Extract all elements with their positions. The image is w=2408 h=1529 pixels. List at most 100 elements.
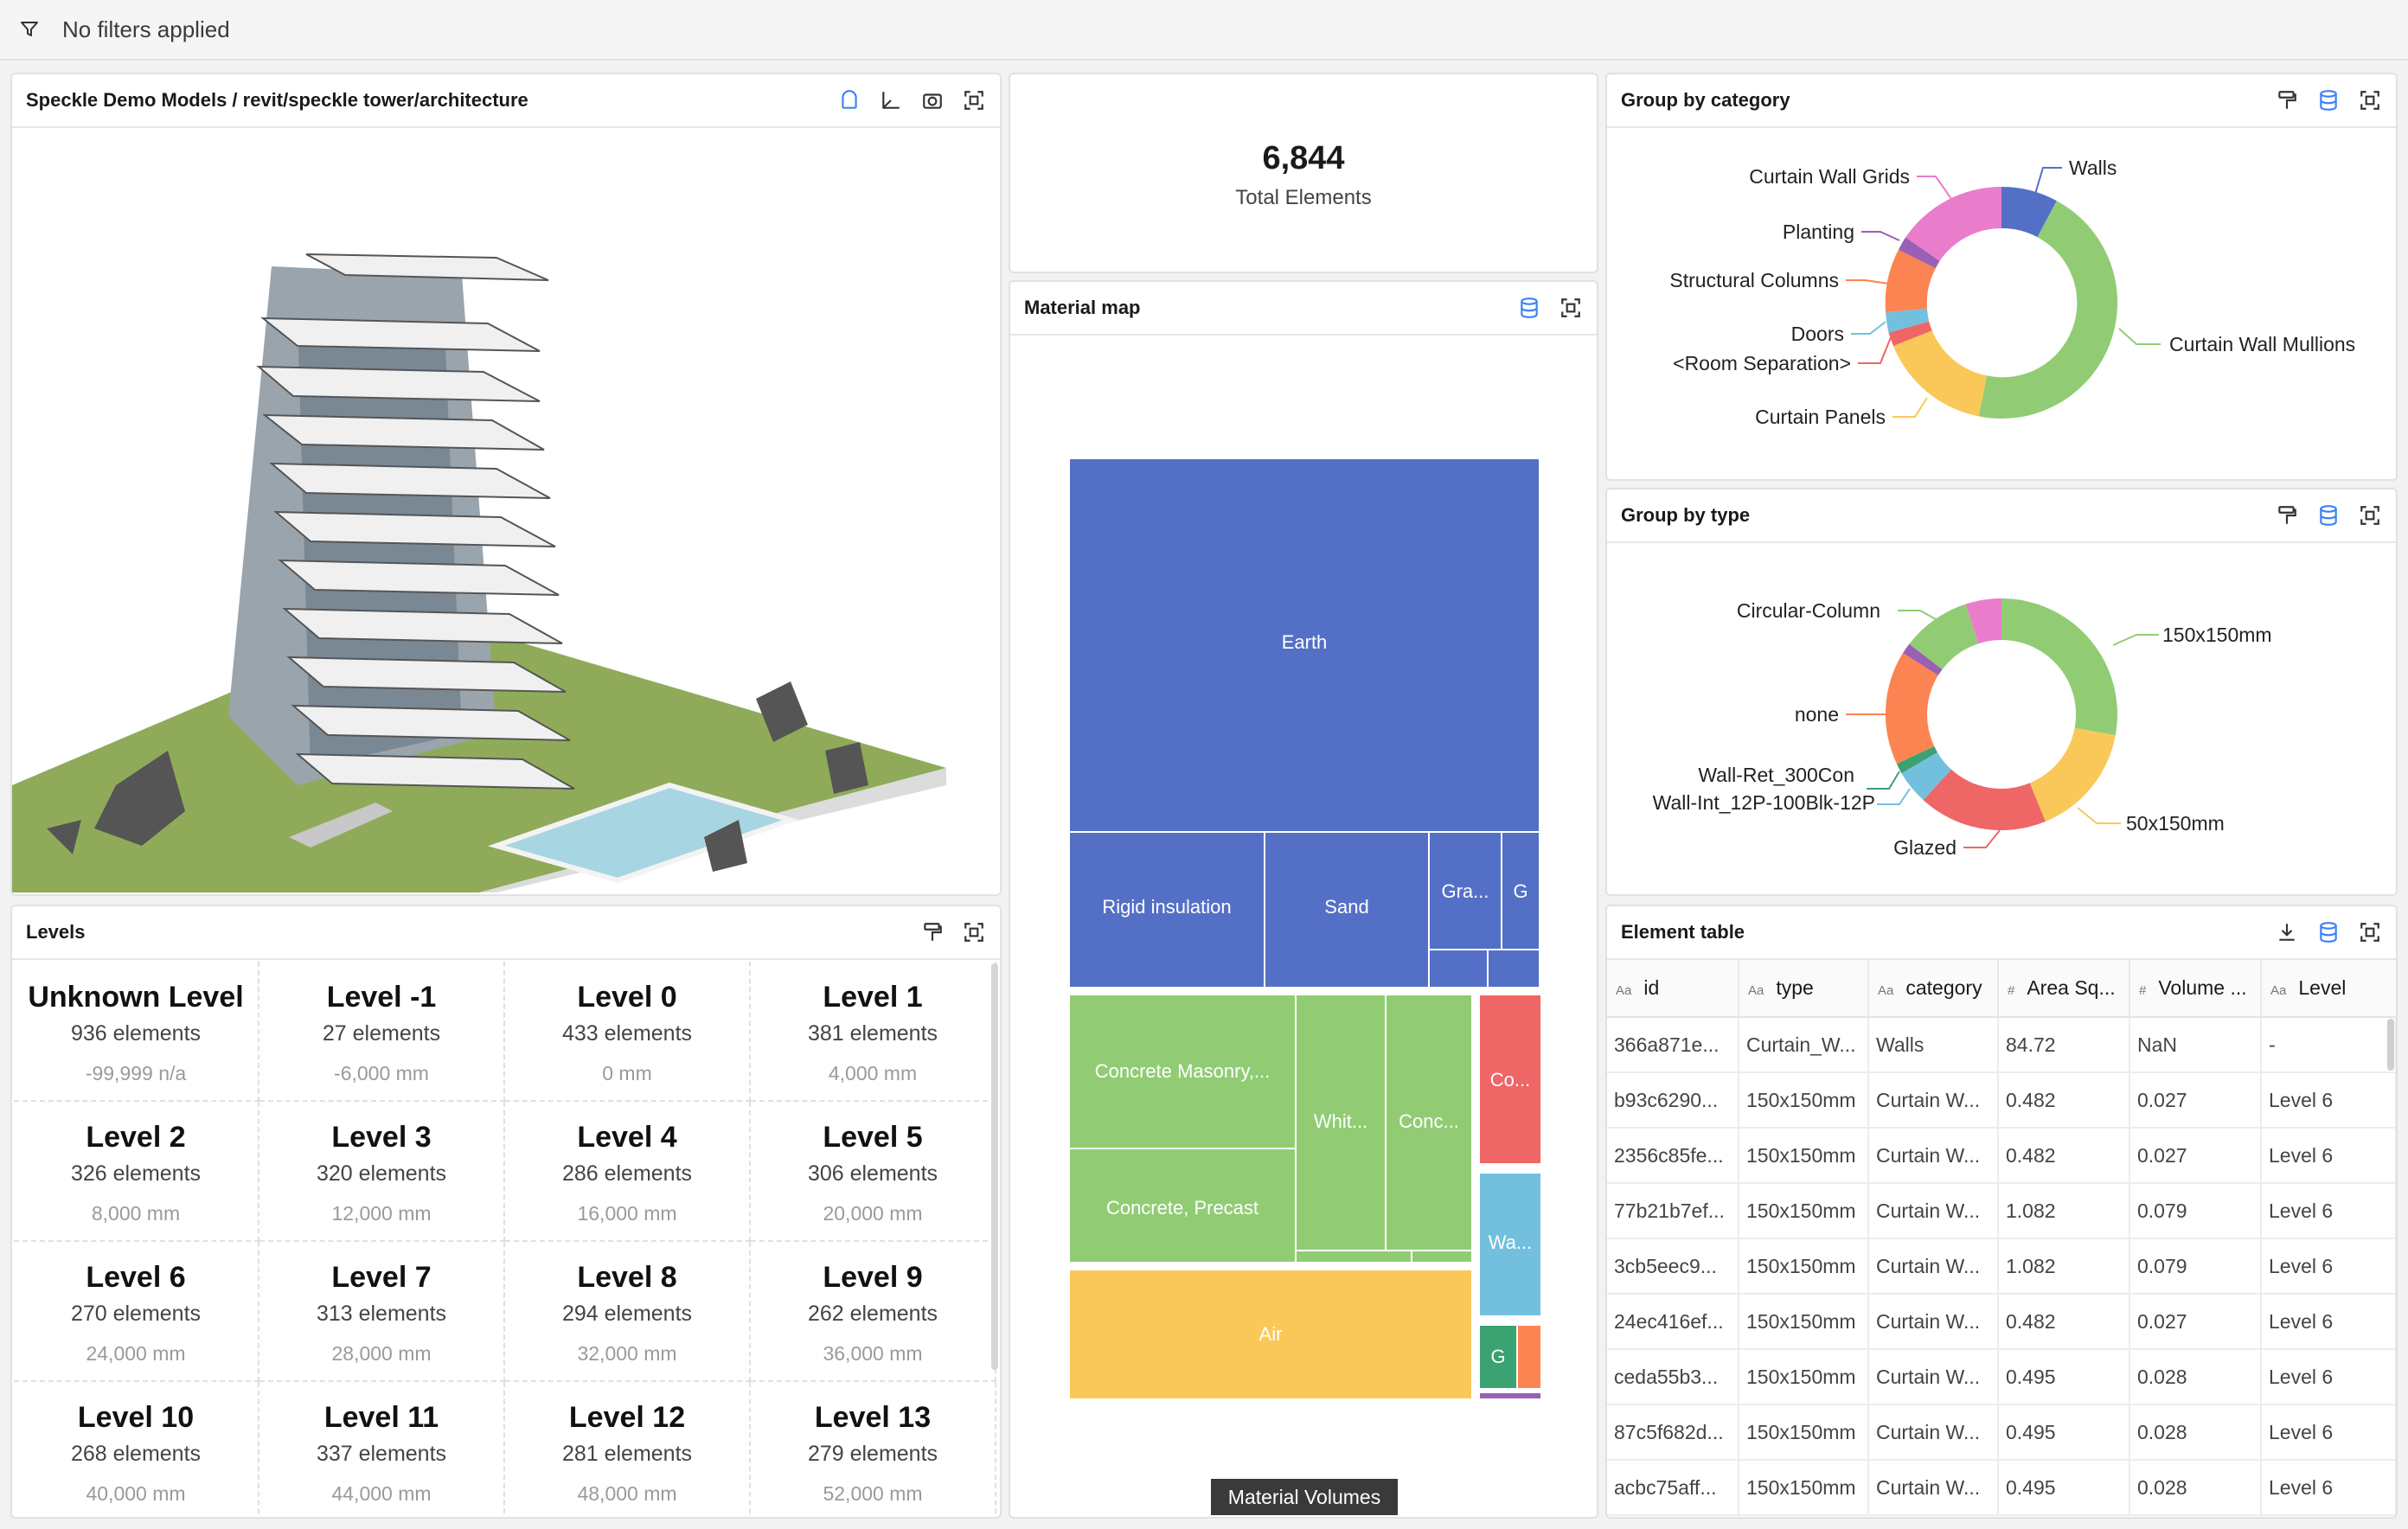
treemap-cell[interactable] [1411, 1250, 1473, 1264]
treemap-cell[interactable] [1478, 1324, 1518, 1390]
column-header[interactable]: Aa category [1868, 960, 1999, 1018]
table-row[interactable]: 77b21b7ef... 150x150mm Curtain W... 1.082 0.… [1607, 1183, 2396, 1239]
table-row[interactable]: ceda55b3... 150x150mm Curtain W... 0.495 0.0… [1607, 1349, 2396, 1405]
table-row[interactable]: 87c5f682d... 150x150mm Curtain W... 0.495 0.… [1607, 1404, 2396, 1461]
donut-slice[interactable] [1905, 186, 2001, 261]
level-card[interactable]: Level 2 326 elements 8,000 mm [14, 1102, 259, 1242]
fullscreen-icon[interactable] [2358, 920, 2382, 944]
treemap-cell[interactable] [1428, 831, 1502, 950]
paint-roller-icon[interactable] [2275, 503, 2299, 528]
database-icon[interactable] [2316, 503, 2341, 528]
column-header[interactable]: Aa type [1739, 960, 1869, 1018]
axes-icon[interactable] [879, 88, 903, 112]
level-count: 262 elements [807, 1302, 938, 1326]
donut-slice[interactable] [1885, 653, 1938, 764]
database-icon[interactable] [2316, 920, 2341, 944]
donut-slice[interactable] [1896, 745, 1937, 774]
fullscreen-icon[interactable] [962, 88, 986, 112]
level-card[interactable]: Level 4 286 elements 16,000 mm [505, 1102, 751, 1242]
donut-slice[interactable] [1978, 201, 2118, 419]
fullscreen-icon[interactable] [2358, 503, 2382, 528]
material-treemap[interactable]: Earth Rigid insulation Sand Gra... G Con… [1010, 337, 1597, 1519]
column-header[interactable]: Aa Level [2261, 960, 2396, 1018]
fullscreen-icon[interactable] [2358, 88, 2382, 112]
level-card[interactable]: Level 10 268 elements 40,000 mm [14, 1382, 259, 1517]
treemap-cell[interactable] [1516, 1324, 1542, 1390]
treemap-cell[interactable] [1478, 1172, 1542, 1317]
treemap-cell[interactable] [1068, 457, 1540, 833]
category-donut-chart[interactable]: Walls Curtain Wall Mullions Curtain Pane… [1607, 130, 2396, 481]
level-card[interactable]: Level 11 337 elements 44,000 mm [259, 1382, 505, 1517]
home-view-icon[interactable] [837, 88, 861, 112]
treemap-cell[interactable] [1068, 1148, 1297, 1264]
donut-slice[interactable] [2001, 598, 2118, 736]
donut-slice[interactable] [1923, 769, 2046, 831]
donut-slice[interactable] [1885, 249, 1936, 313]
treemap-label: Co... [1490, 1069, 1530, 1091]
donut-slice[interactable] [1898, 237, 1940, 269]
table-row[interactable]: acbc75aff... 150x150mm Curtain W... 0.495 0.… [1607, 1460, 2396, 1516]
table-cell: Level 6 [2261, 1238, 2396, 1295]
level-card[interactable]: Level 13 279 elements 52,000 mm [751, 1382, 996, 1517]
fullscreen-icon[interactable] [1559, 296, 1583, 320]
donut-slice[interactable] [1903, 643, 1943, 675]
table-row[interactable]: 2356c85fe... 150x150mm Curtain W... 0.482 0.… [1607, 1128, 2396, 1184]
table-cell: 0.482 [1998, 1072, 2130, 1129]
paint-roller-icon[interactable] [920, 920, 945, 944]
treemap-cell[interactable] [1295, 1250, 1412, 1264]
camera-icon[interactable] [920, 88, 945, 112]
level-card[interactable]: Level 12 281 elements 48,000 mm [505, 1382, 751, 1517]
treemap-legend-button[interactable]: Material Volumes [1211, 1479, 1398, 1515]
level-card[interactable]: Level 9 262 elements 36,000 mm [751, 1242, 996, 1382]
type-donut-chart[interactable]: 150x150mm 50x150mm Glazed Wall-Int_12P-1… [1607, 545, 2396, 896]
column-header[interactable]: # Area Sq... [1998, 960, 2130, 1018]
fullscreen-icon[interactable] [962, 920, 986, 944]
treemap-cell[interactable] [1068, 1269, 1473, 1400]
filter-bar[interactable]: No filters applied [0, 0, 2408, 61]
treemap-cell[interactable] [1068, 831, 1265, 988]
database-icon[interactable] [2316, 88, 2341, 112]
donut-slice[interactable] [1965, 598, 2001, 644]
download-icon[interactable] [2275, 920, 2299, 944]
table-row[interactable]: 366a871e... Curtain_W... Walls 84.72 NaN - [1607, 1017, 2396, 1073]
treemap-cell[interactable] [1264, 831, 1430, 988]
table-cell: 77b21b7ef... [1607, 1183, 1739, 1239]
building-3d-view[interactable] [12, 128, 1000, 892]
table-row[interactable]: 24ec416ef... 150x150mm Curtain W... 0.482 0.… [1607, 1294, 2396, 1350]
donut-slice[interactable] [1886, 308, 1930, 333]
level-card[interactable]: Level 3 320 elements 12,000 mm [259, 1102, 505, 1242]
column-header[interactable]: # Volume ... [2129, 960, 2262, 1018]
database-icon[interactable] [1517, 296, 1541, 320]
table-row[interactable]: 3cb5eec9... 150x150mm Curtain W... 1.082 0.0… [1607, 1238, 2396, 1295]
level-name: Level 9 [823, 1261, 923, 1294]
paint-roller-icon[interactable] [2275, 88, 2299, 112]
treemap-cell[interactable] [1068, 994, 1297, 1149]
treemap-cell[interactable] [1478, 994, 1542, 1165]
column-header[interactable]: Aa id [1607, 960, 1739, 1018]
treemap-legend-label: Material Volumes [1227, 1485, 1381, 1508]
level-card[interactable]: Level 7 313 elements 28,000 mm [259, 1242, 505, 1382]
level-card[interactable]: Level -1 27 elements -6,000 mm [259, 962, 505, 1102]
level-card[interactable]: Unknown Level 936 elements -99,999 n/a [14, 962, 259, 1102]
donut-slice[interactable] [1909, 604, 1979, 670]
table-scrollbar[interactable] [2387, 1019, 2394, 1071]
donut-slice[interactable] [1888, 321, 1932, 346]
level-card[interactable]: Level 8 294 elements 32,000 mm [505, 1242, 751, 1382]
treemap-cell[interactable] [1428, 949, 1489, 988]
level-name: Level 11 [323, 1401, 439, 1434]
group-category-title: Group by category [1621, 89, 1790, 111]
level-card[interactable]: Level 1 381 elements 4,000 mm [751, 962, 996, 1102]
donut-slice[interactable] [2001, 187, 2057, 238]
level-card[interactable]: Level 6 270 elements 24,000 mm [14, 1242, 259, 1382]
donut-slice[interactable] [2029, 727, 2116, 822]
levels-scrollbar[interactable] [991, 963, 998, 1370]
level-card[interactable]: Level 0 433 elements 0 mm [505, 962, 751, 1102]
treemap-cell[interactable] [1487, 949, 1540, 988]
treemap-cell[interactable] [1385, 994, 1473, 1251]
table-row[interactable]: b93c6290... 150x150mm Curtain W... 0.482 0.0… [1607, 1072, 2396, 1129]
level-name: Level 10 [77, 1401, 195, 1434]
donut-slice[interactable] [1893, 330, 1988, 417]
level-card[interactable]: Level 5 306 elements 20,000 mm [751, 1102, 996, 1242]
donut-slice[interactable] [1901, 752, 1952, 801]
treemap-cell[interactable] [1478, 1391, 1542, 1400]
